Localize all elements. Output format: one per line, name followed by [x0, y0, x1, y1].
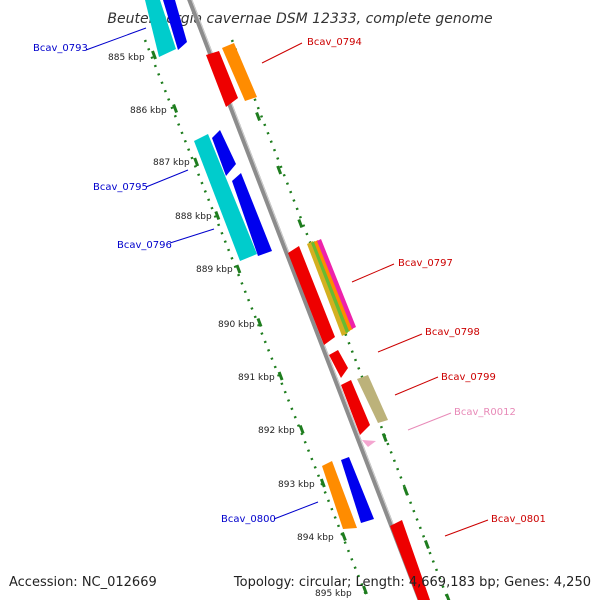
gene-label-bcav-0795[interactable]: Bcav_0795 — [93, 182, 148, 193]
gene-bcav-0801-arrow[interactable] — [390, 520, 430, 600]
kbp-tick-left — [256, 317, 263, 328]
kbp-tick-left — [340, 531, 347, 542]
kbp-label: 885 kbp — [108, 53, 145, 63]
gene-bcav-0793-bar-blue[interactable] — [163, 0, 187, 50]
left-tick-rail — [143, 39, 370, 600]
kbp-tick-left — [151, 50, 157, 60]
gene-label-bcav-r0012[interactable]: Bcav_R0012 — [454, 407, 516, 418]
kbp-tick-left — [193, 157, 200, 167]
gene-bcav-0794-bar-orange[interactable] — [222, 43, 257, 101]
kbp-label: 887 kbp — [153, 158, 190, 168]
gene-label-bcav-0798[interactable]: Bcav_0798 — [425, 327, 480, 338]
gene-label-bcav-0793[interactable]: Bcav_0793 — [33, 43, 88, 54]
kbp-tick-left — [235, 264, 242, 274]
kbp-tick-right — [445, 593, 451, 600]
gene-bcav-0799-bar-khaki[interactable] — [357, 375, 388, 423]
gene-bcav-0797-band-3[interactable] — [314, 240, 353, 331]
leader-bcav-0793 — [85, 27, 147, 51]
kbp-label: 892 kbp — [258, 426, 295, 436]
gene-bcav-0798-arrow[interactable] — [329, 350, 348, 378]
kbp-tick-left — [172, 103, 179, 114]
gene-label-bcav-0800[interactable]: Bcav_0800 — [221, 514, 276, 525]
kbp-label: 890 kbp — [218, 320, 255, 330]
kbp-tick-left — [277, 371, 284, 381]
gene-bcav-0799-arrow-red[interactable] — [341, 380, 370, 435]
gene-bcav-r0012-rna[interactable] — [362, 440, 376, 447]
kbp-label: 895 kbp — [315, 589, 352, 599]
kbp-label: 886 kbp — [130, 106, 167, 116]
kbp-label: 888 kbp — [175, 212, 212, 222]
leader-bcav-0795 — [145, 169, 189, 188]
kbp-tick-right — [423, 539, 430, 550]
gene-label-bcav-0796[interactable]: Bcav_0796 — [117, 240, 172, 251]
gene-bcav-0797-band-1[interactable] — [307, 241, 348, 336]
gene-bcav-0796-arrow[interactable] — [232, 173, 272, 256]
kbp-tick-right — [255, 111, 262, 122]
leader-bcav-0798 — [377, 333, 423, 353]
gene-bcav-0800-bar-blue[interactable] — [341, 457, 374, 523]
gene-label-bcav-0799[interactable]: Bcav_0799 — [441, 372, 496, 383]
gene-bcav-0793-bar-cyan[interactable] — [145, 0, 176, 57]
kbp-tick-left — [319, 478, 326, 488]
kbp-tick-right — [297, 218, 304, 229]
leader-bcav-r0012 — [407, 412, 452, 431]
gene-label-bcav-0801[interactable]: Bcav_0801 — [491, 514, 546, 525]
kbp-tick-right — [276, 165, 283, 175]
genome-summary-text: Topology: circular; Length: 4,669,183 bp… — [233, 575, 591, 590]
leader-bcav-0794 — [261, 42, 303, 64]
accession-text: Accession: NC_012669 — [9, 575, 157, 590]
map-title: Beutenbergia cavernae DSM 12333, complet… — [107, 11, 492, 27]
kbp-tick-left — [298, 424, 305, 435]
gene-bcav-0795-arrow[interactable] — [212, 130, 236, 176]
kbp-label: 893 kbp — [278, 480, 315, 490]
gene-bcav-0797-arrow[interactable] — [288, 246, 335, 345]
kbp-label: 891 kbp — [238, 373, 275, 383]
gene-label-bcav-0794[interactable]: Bcav_0794 — [307, 37, 362, 48]
gene-bcav-0800-bar-orange[interactable] — [322, 461, 357, 529]
kbp-tick-right — [402, 486, 409, 496]
kbp-label: 894 kbp — [297, 533, 334, 543]
kbp-label: 889 kbp — [196, 265, 233, 275]
kbp-tick-left — [214, 210, 221, 221]
gene-bcav-0795-bar[interactable] — [194, 134, 257, 261]
leader-bcav-0800 — [273, 501, 319, 520]
gene-bcav-0797-band-2[interactable] — [311, 241, 350, 333]
leader-bcav-0797 — [351, 263, 395, 283]
gene-bcav-0797-band-4[interactable] — [317, 239, 356, 329]
kbp-tick-right — [381, 432, 388, 443]
leader-bcav-0799 — [394, 376, 439, 396]
leader-bcav-0801 — [444, 519, 489, 537]
gene-bcav-0794-arrow-red[interactable] — [206, 51, 238, 107]
gene-label-bcav-0797[interactable]: Bcav_0797 — [398, 258, 453, 269]
leader-bcav-0796 — [169, 228, 215, 244]
kbp-tick-left — [362, 585, 368, 595]
